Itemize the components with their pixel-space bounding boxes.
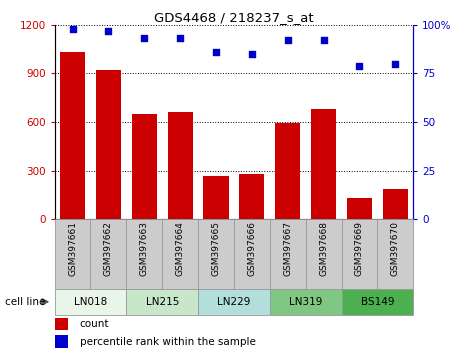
Text: BS149: BS149 xyxy=(361,297,394,307)
Point xyxy=(104,28,112,33)
Bar xyxy=(126,289,198,315)
Text: LN018: LN018 xyxy=(74,297,107,307)
Bar xyxy=(270,289,342,315)
Point xyxy=(141,35,148,41)
Bar xyxy=(306,219,342,289)
Bar xyxy=(311,109,336,219)
Text: GSM397667: GSM397667 xyxy=(283,221,292,276)
Text: GSM397664: GSM397664 xyxy=(176,221,185,276)
Bar xyxy=(347,198,372,219)
Text: count: count xyxy=(80,319,109,329)
Bar xyxy=(342,289,413,315)
Text: LN319: LN319 xyxy=(289,297,323,307)
Point xyxy=(69,26,76,32)
Point xyxy=(356,63,363,68)
Text: LN229: LN229 xyxy=(217,297,251,307)
Point xyxy=(391,61,399,67)
Bar xyxy=(96,70,121,219)
Bar xyxy=(234,219,270,289)
Bar xyxy=(198,219,234,289)
Bar xyxy=(126,219,162,289)
Text: cell line: cell line xyxy=(5,297,45,307)
Text: GSM397662: GSM397662 xyxy=(104,221,113,276)
Bar xyxy=(239,174,265,219)
Point xyxy=(176,35,184,41)
Bar xyxy=(383,189,408,219)
Point xyxy=(320,38,327,43)
Bar xyxy=(203,177,228,219)
Text: GSM397665: GSM397665 xyxy=(211,221,220,276)
Bar xyxy=(168,112,193,219)
Title: GDS4468 / 218237_s_at: GDS4468 / 218237_s_at xyxy=(154,11,314,24)
Point xyxy=(212,49,220,55)
Text: GSM397670: GSM397670 xyxy=(391,221,400,276)
Bar xyxy=(55,289,126,315)
Point xyxy=(284,38,292,43)
Bar xyxy=(91,219,126,289)
Text: percentile rank within the sample: percentile rank within the sample xyxy=(80,337,256,347)
Bar xyxy=(132,114,157,219)
Point xyxy=(248,51,256,57)
Bar xyxy=(162,219,198,289)
Bar xyxy=(270,219,306,289)
Bar xyxy=(342,219,378,289)
Bar xyxy=(198,289,270,315)
Text: GSM397669: GSM397669 xyxy=(355,221,364,276)
Bar xyxy=(55,318,68,330)
Text: GSM397668: GSM397668 xyxy=(319,221,328,276)
Text: GSM397663: GSM397663 xyxy=(140,221,149,276)
Bar xyxy=(55,219,91,289)
Bar xyxy=(60,52,85,219)
Bar xyxy=(378,219,413,289)
Bar xyxy=(275,123,300,219)
Text: GSM397661: GSM397661 xyxy=(68,221,77,276)
Text: LN215: LN215 xyxy=(145,297,179,307)
Bar xyxy=(55,335,68,348)
Text: GSM397666: GSM397666 xyxy=(247,221,257,276)
